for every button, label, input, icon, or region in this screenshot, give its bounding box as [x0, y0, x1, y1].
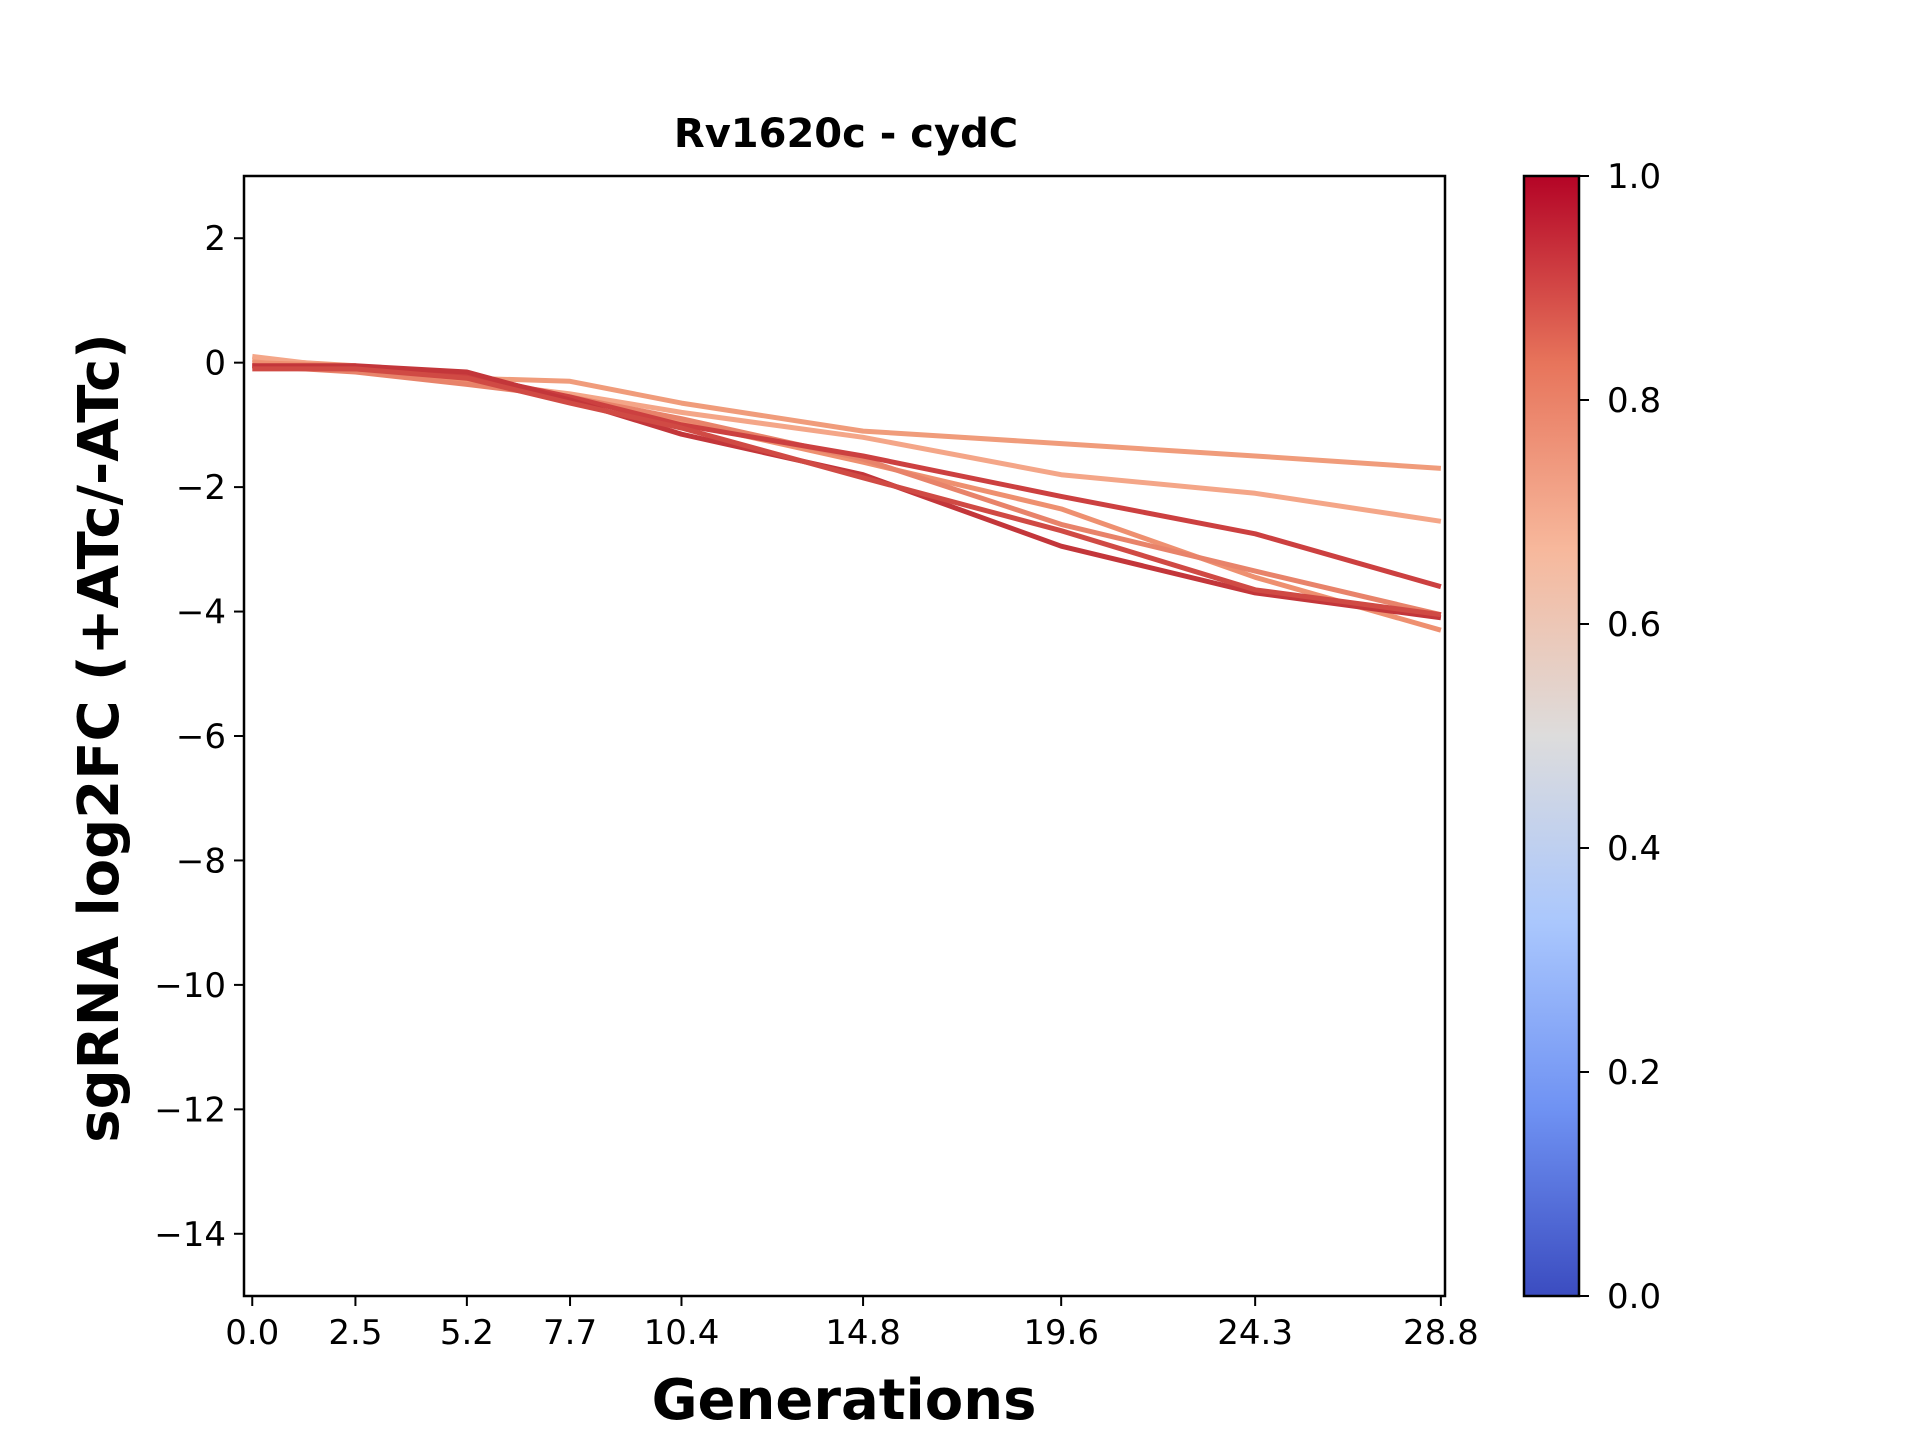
y-tick-label: −2	[176, 468, 226, 508]
colorbar-tick-label: 0.2	[1607, 1053, 1661, 1093]
colorbar-tick-label: 0.0	[1607, 1277, 1661, 1317]
x-tick-label: 2.5	[328, 1313, 382, 1353]
y-tick-label: −8	[176, 841, 226, 881]
series-line-7	[252, 366, 1442, 618]
y-axis-ticks: 2 0 −2 −4 −6 −8 −10 −12 −14	[154, 219, 244, 1255]
x-tick-label: 24.3	[1217, 1313, 1293, 1353]
plot-frame	[242, 174, 1447, 1298]
x-axis-ticks: 0.0 2.5 5.2 7.7 10.4 14.8 19.6 24.3 28.8	[225, 1296, 1479, 1353]
y-tick-label: −6	[176, 717, 226, 757]
y-tick-label: 2	[204, 219, 226, 259]
colorbar-tick-label: 0.8	[1607, 381, 1661, 421]
x-tick-label: 7.7	[543, 1313, 597, 1353]
y-tick-label: 0	[204, 344, 226, 384]
y-tick-label: −12	[154, 1090, 226, 1130]
colorbar: 0.0 0.2 0.4 0.6 0.8 1.0	[1522, 157, 1661, 1317]
x-tick-label: 14.8	[825, 1313, 901, 1353]
x-tick-label: 10.4	[644, 1313, 720, 1353]
chart-title: Rv1620c - cydC	[674, 111, 1018, 157]
x-tick-label: 28.8	[1403, 1313, 1479, 1353]
x-axis-label: Generations	[652, 1368, 1037, 1433]
series-line-6	[252, 363, 1442, 621]
plot-area	[251, 353, 1442, 633]
series-line-4	[252, 363, 1442, 618]
colorbar-tick-label: 0.4	[1607, 829, 1661, 869]
colorbar-tick-label: 1.0	[1607, 157, 1661, 197]
colorbar-tick-label: 0.6	[1607, 605, 1661, 645]
y-tick-label: −10	[154, 966, 226, 1006]
x-tick-label: 5.2	[440, 1313, 494, 1353]
y-axis-label: sgRNA log2FC (+ATc/-ATc)	[67, 333, 132, 1143]
x-tick-label: 0.0	[225, 1313, 279, 1353]
series-line-5	[252, 363, 1442, 590]
colorbar-gradient	[1522, 174, 1581, 1298]
y-tick-label: −4	[176, 593, 226, 633]
y-tick-label: −14	[154, 1215, 226, 1255]
x-tick-label: 19.6	[1023, 1313, 1099, 1353]
